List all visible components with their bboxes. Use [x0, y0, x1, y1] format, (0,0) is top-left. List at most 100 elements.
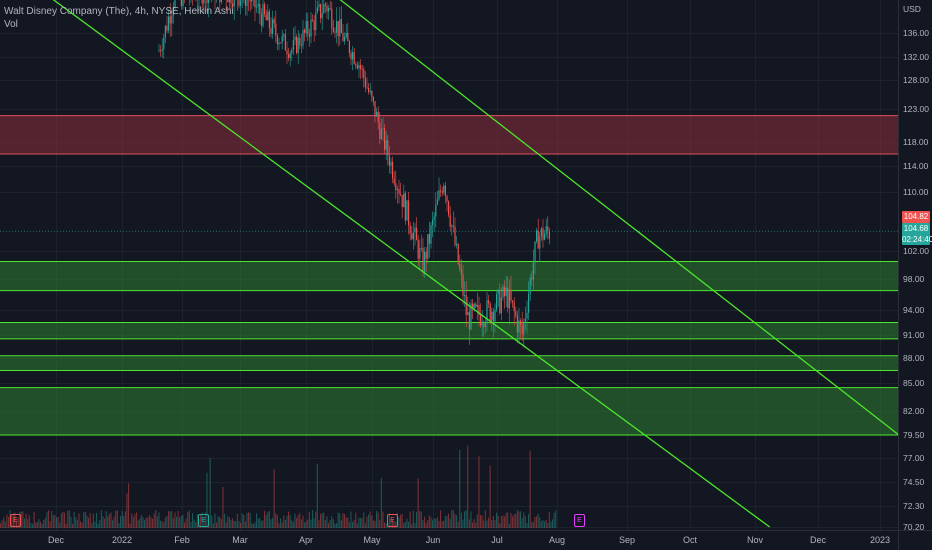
volume-bar: [144, 520, 146, 528]
volume-bar: [502, 515, 504, 528]
volume-bar: [243, 514, 245, 528]
volume-bar: [523, 512, 525, 528]
candle-body: [169, 16, 171, 24]
candle-body: [544, 233, 546, 240]
volume-bar: [248, 512, 250, 528]
candle-body: [548, 231, 550, 239]
candle-body: [371, 91, 373, 97]
candle-body: [537, 230, 539, 249]
candle-body: [510, 289, 512, 301]
candle-body: [406, 200, 408, 221]
candle-body: [172, 8, 174, 16]
volume-bar: [294, 513, 296, 528]
volume-bar: [222, 487, 224, 528]
volume-bar: [158, 512, 160, 528]
volume-bar: [507, 512, 509, 528]
candle-body: [264, 4, 266, 15]
volume-bar: [424, 516, 426, 528]
volume-bar: [236, 513, 238, 528]
candle-body: [369, 91, 371, 93]
volume-bar: [454, 514, 456, 528]
candle-body: [291, 50, 293, 54]
candle-body: [270, 28, 272, 34]
volume-bar: [390, 518, 392, 528]
volume-bar: [432, 520, 434, 528]
candle-body: [219, 0, 221, 3]
candle-body: [539, 236, 541, 249]
earnings-event-marker[interactable]: E: [10, 514, 21, 527]
candle-body: [344, 37, 346, 42]
candle-body: [424, 251, 426, 273]
time-axis[interactable]: Dec 2022 Feb Mar Apr May Jun Jul Aug Sep Oct Nov Dec…: [0, 530, 932, 546]
candle-body: [454, 226, 456, 245]
volume-bar: [344, 514, 346, 528]
volume-bar: [100, 510, 102, 528]
volume-indicator-label[interactable]: Vol: [4, 19, 18, 30]
volume-bar: [70, 516, 72, 528]
candle-body: [414, 227, 416, 233]
price-tick-label: 118.00: [903, 137, 929, 147]
candle-body: [180, 0, 182, 7]
candle-body: [396, 188, 398, 190]
candle-body: [275, 23, 277, 36]
volume-bar: [465, 510, 467, 528]
volume-bar: [504, 516, 506, 528]
price-axis[interactable]: USD 136.00 132.00 128.00 123.00 118.00 114.00…: [898, 0, 930, 550]
supply-zone: [0, 115, 898, 154]
candle-body: [513, 302, 515, 312]
earnings-event-marker[interactable]: E: [387, 514, 398, 527]
volume-bar: [179, 517, 181, 528]
volume-bar: [28, 514, 30, 528]
candle-body: [364, 78, 366, 88]
volume-bar: [540, 521, 542, 528]
volume-bar: [91, 522, 93, 528]
time-tick-label: Feb: [174, 535, 190, 545]
volume-bar: [497, 515, 499, 528]
volume-bar: [419, 511, 421, 528]
volume-bar: [161, 521, 163, 528]
candle-body: [268, 11, 270, 29]
candle-body: [459, 263, 461, 270]
volume-bar: [171, 511, 173, 528]
volume-bar: [219, 517, 221, 528]
volume-bar: [251, 523, 253, 528]
candle-body: [260, 13, 262, 26]
volume-bar: [24, 518, 26, 528]
candle-body: [276, 35, 278, 45]
volume-bar: [500, 516, 502, 528]
volume-bar: [392, 519, 394, 528]
volume-bar: [260, 520, 262, 528]
trend-lines[interactable]: [0, 0, 900, 528]
candle-body: [166, 25, 168, 31]
candle-body: [408, 200, 410, 226]
volume-bar: [227, 516, 229, 528]
candle-body: [366, 87, 368, 89]
earnings-event-marker[interactable]: E: [198, 514, 209, 527]
volume-bar: [332, 519, 334, 528]
candle-body: [518, 320, 520, 333]
volume-bar: [89, 513, 91, 528]
volume-bar: [428, 515, 430, 528]
candle-body: [534, 241, 536, 263]
candle-body: [292, 40, 294, 51]
symbol-title[interactable]: Walt Disney Company (The), 4h, NYSE, Hei…: [4, 6, 234, 17]
time-tick-label: Apr: [299, 535, 313, 545]
candle-body: [376, 111, 378, 117]
candle-body: [520, 320, 522, 326]
zones[interactable]: [0, 115, 898, 436]
price-tick-label: 77.00: [903, 453, 925, 463]
volume-bar: [174, 512, 176, 528]
earnings-event-marker[interactable]: E: [574, 514, 585, 527]
candle-body: [348, 41, 350, 53]
volume-bar: [299, 512, 301, 528]
current-price-badge: 104.68 02:24:40: [902, 223, 932, 245]
volume-bar: [470, 511, 472, 528]
volume-bar: [388, 513, 390, 528]
candle-body: [462, 274, 464, 296]
volume-bar: [136, 512, 138, 528]
candle-body: [289, 53, 291, 59]
candle-body: [201, 0, 203, 4]
volume-bar: [353, 519, 355, 528]
candle-body: [465, 295, 467, 316]
